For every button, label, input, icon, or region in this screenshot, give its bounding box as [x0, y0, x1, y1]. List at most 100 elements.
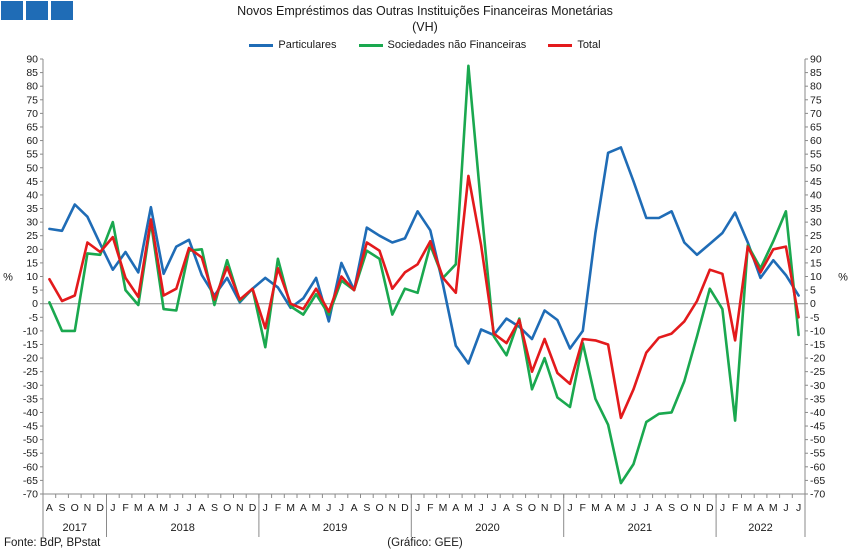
- legend-item-sociedades: Sociedades não Financeiras: [358, 39, 526, 51]
- y-tick-label-left: -65: [23, 475, 38, 487]
- x-tick-label-month: F: [580, 502, 586, 514]
- gee-logo: [1, 1, 73, 20]
- y-axis-label-left: %: [3, 272, 13, 284]
- series-line-total: [48, 174, 800, 420]
- y-tick-label-left: -70: [23, 489, 38, 501]
- source-note: Fonte: BdP, BPstat: [4, 537, 101, 549]
- x-tick-label-month: N: [541, 502, 549, 514]
- y-tick-label-left: -30: [23, 380, 38, 392]
- y-tick-label-left: 85: [26, 67, 38, 79]
- y-tick-label-right: 10: [810, 271, 822, 283]
- x-tick-label-month: N: [236, 502, 244, 514]
- y-tick-label-left: 0: [32, 298, 38, 310]
- y-tick-label-left: -15: [23, 339, 38, 351]
- y-tick-label-right: -10: [810, 325, 825, 337]
- credit-note: (Gráfico: GEE): [387, 537, 463, 549]
- y-tick-label-right: 55: [810, 149, 822, 161]
- x-tick-label-month: D: [401, 502, 409, 514]
- y-tick-label-left: -50: [23, 434, 38, 446]
- y-tick-label-left: 20: [26, 244, 38, 256]
- x-tick-label-month: J: [491, 502, 496, 514]
- year-label: 2017: [63, 522, 87, 534]
- y-tick-label-left: 15: [26, 257, 38, 269]
- y-tick-label-right: 20: [810, 244, 822, 256]
- y-tick-label-left: -60: [23, 461, 38, 473]
- y-tick-label-right: -35: [810, 393, 825, 405]
- x-tick-label-month: J: [110, 502, 115, 514]
- x-tick-label-month: J: [567, 502, 572, 514]
- y-tick-label-right: -30: [810, 380, 825, 392]
- y-tick-label-left: 5: [32, 285, 38, 297]
- x-tick-label-month: J: [415, 502, 420, 514]
- y-tick-label-right: -20: [810, 353, 825, 365]
- x-tick-label-month: A: [655, 502, 662, 514]
- y-tick-label-left: -25: [23, 366, 38, 378]
- y-tick-label-right: 5: [810, 285, 816, 297]
- x-tick-label-month: S: [363, 502, 370, 514]
- y-tick-label-right: 90: [810, 54, 822, 66]
- legend-label-particulares: Particulares: [278, 39, 337, 51]
- y-tick-label-right: -45: [810, 421, 825, 433]
- y-tick-label-left: -40: [23, 407, 38, 419]
- x-tick-label-month: J: [783, 502, 788, 514]
- y-tick-label-right: 25: [810, 230, 822, 242]
- y-tick-label-right: 60: [810, 135, 822, 147]
- x-tick-label-month: S: [211, 502, 218, 514]
- x-tick-label-month: M: [743, 502, 752, 514]
- y-tick-label-right: -25: [810, 366, 825, 378]
- y-tick-label-left: 65: [26, 121, 38, 133]
- x-tick-label-month: S: [59, 502, 66, 514]
- x-tick-label-month: O: [223, 502, 231, 514]
- x-tick-label-month: F: [122, 502, 128, 514]
- x-tick-label-month: N: [388, 502, 396, 514]
- x-tick-label-month: D: [96, 502, 104, 514]
- y-tick-label-right: 15: [810, 257, 822, 269]
- x-tick-label-month: M: [439, 502, 448, 514]
- y-tick-label-left: 40: [26, 189, 38, 201]
- chart-legend: Particulares Sociedades não Financeiras …: [0, 39, 850, 51]
- chart-subtitle: (VH): [412, 20, 438, 34]
- x-tick-label-month: D: [249, 502, 257, 514]
- x-tick-label-month: A: [605, 502, 612, 514]
- y-tick-label-left: 60: [26, 135, 38, 147]
- y-tick-label-right: -70: [810, 489, 825, 501]
- x-tick-label-month: A: [300, 502, 307, 514]
- x-tick-label-month: D: [706, 502, 714, 514]
- y-tick-label-right: -15: [810, 339, 825, 351]
- y-tick-label-left: 90: [26, 54, 38, 66]
- y-tick-label-right: 0: [810, 298, 816, 310]
- y-tick-label-left: 25: [26, 230, 38, 242]
- x-tick-label-month: S: [516, 502, 523, 514]
- y-tick-label-right: 30: [810, 217, 822, 229]
- x-tick-label-month: A: [147, 502, 154, 514]
- x-tick-label-month: M: [312, 502, 321, 514]
- x-tick-label-month: J: [631, 502, 636, 514]
- y-tick-label-left: -20: [23, 353, 38, 365]
- x-tick-label-month: M: [134, 502, 143, 514]
- y-tick-label-left: 45: [26, 176, 38, 188]
- x-tick-label-month: A: [198, 502, 205, 514]
- x-tick-label-month: O: [71, 502, 79, 514]
- y-tick-label-right: -5: [810, 312, 819, 324]
- y-tick-label-right: 45: [810, 176, 822, 188]
- x-tick-label-month: N: [693, 502, 701, 514]
- x-tick-label-month: M: [286, 502, 295, 514]
- y-tick-label-left: -5: [29, 312, 38, 324]
- x-tick-label-month: M: [159, 502, 168, 514]
- y-tick-label-right: -65: [810, 475, 825, 487]
- y-axis-label-right: %: [838, 272, 848, 284]
- y-tick-label-right: 35: [810, 203, 822, 215]
- y-tick-label-left: -10: [23, 325, 38, 337]
- legend-swatch-particulares: [249, 43, 274, 47]
- y-tick-label-right: 70: [810, 108, 822, 120]
- year-label: 2022: [748, 522, 772, 534]
- x-tick-label-month: A: [351, 502, 358, 514]
- y-tick-label-left: 70: [26, 108, 38, 120]
- y-tick-label-left: -45: [23, 421, 38, 433]
- x-tick-label-month: J: [263, 502, 268, 514]
- y-tick-label-left: -35: [23, 393, 38, 405]
- x-tick-label-month: J: [339, 502, 344, 514]
- legend-swatch-sociedades: [358, 43, 383, 47]
- legend-item-total: Total: [548, 39, 601, 51]
